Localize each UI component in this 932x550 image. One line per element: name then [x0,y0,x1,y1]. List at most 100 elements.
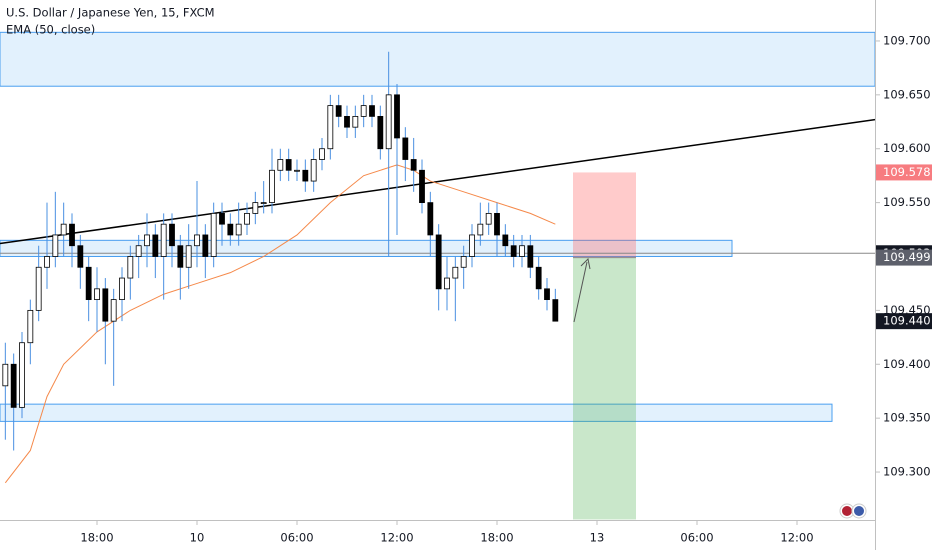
y-tick-label: 109.400 [883,357,931,371]
candle-body [544,288,550,301]
candle-body [444,277,450,290]
candle-body [352,115,359,128]
zone [0,403,833,422]
candle-body [44,256,50,268]
y-tick-label: 109.650 [883,87,931,101]
trendline [0,118,875,245]
price-label: 109.499 [883,250,931,264]
candle-body [94,288,100,301]
candle-body [419,169,425,204]
candle-body [269,169,275,204]
x-tick-label: 18:00 [480,531,513,545]
candle-body [252,202,259,214]
candle-body [210,212,217,257]
candle-body [410,159,417,171]
candle-body [377,115,384,150]
candle-body [477,223,484,236]
candle-body [85,266,92,301]
y-tick-label: 109.300 [883,465,931,479]
candle-body [35,266,42,311]
candle-body [10,363,17,408]
candle-body [60,223,67,236]
ema-line [4,164,556,484]
x-tick-label: 12:00 [780,531,813,545]
x-tick-label: 10 [190,531,205,545]
candle-body [527,245,534,268]
price-label-bg [876,249,932,266]
candle-body [285,159,292,171]
candle-body [335,105,342,117]
price-label: 109.578 [883,165,931,179]
candle-body [494,212,500,236]
candle-body [202,234,209,257]
x-tick-label: 06:00 [280,531,313,545]
candle-body [310,159,317,182]
candle-body [160,223,167,257]
x-tick-label: 06:00 [680,531,713,545]
plot-area [0,31,875,520]
candle-body [219,212,225,225]
candle-body [535,266,542,290]
price-label: 109.440 [883,314,931,328]
candle-body [360,105,367,117]
flags [839,503,867,519]
x-tick-label: 18:00 [80,531,113,545]
y-tick-label: 109.550 [883,195,931,209]
candle-body [510,245,517,257]
candle-body [460,256,467,268]
candle-body [294,169,300,172]
candle-body [327,105,334,150]
candle-body [52,234,59,257]
zone [0,31,875,87]
x-tick-label: 12:00 [380,531,413,545]
candle-body [260,202,267,205]
candle-body [185,245,192,268]
candle-body [502,234,509,247]
candle-body [394,94,400,139]
candle-body [519,245,525,257]
candle-body [194,234,200,247]
y-tick-label: 109.350 [883,411,931,425]
y-tick-label: 109.600 [883,141,931,155]
candle-body [227,223,234,236]
indicator-label: EMA (50, close) [6,23,95,37]
candle-body [177,245,184,268]
candle-body [344,115,350,128]
candle-body [402,137,409,160]
candle-body [127,256,134,279]
candle-body [435,234,442,290]
candle-body [69,223,75,247]
candle-body [452,266,459,279]
candle-body [469,234,475,257]
price-label-bg [876,164,932,181]
candle-body [2,363,9,387]
chart-title: U.S. Dollar / Japanese Yen, 15, FXCM [6,6,215,20]
candle-body [319,148,325,160]
candle-body [19,342,25,408]
candle-body [110,299,117,322]
candle-body [27,309,34,344]
stop-zone [573,172,636,258]
candle-body [302,169,309,182]
arrow [573,257,591,323]
candle-body [135,245,142,257]
target-zone [573,257,636,520]
x-tick-label: 13 [590,531,605,545]
y-tick-label: 109.700 [883,33,931,47]
candle-body [552,299,559,322]
candle-body [427,202,434,236]
candle-body [102,288,109,322]
candle-body [144,234,150,247]
candle-body [152,234,159,257]
candle-body [77,245,84,268]
candle-body [385,94,392,150]
candle-body [277,159,284,171]
candle-body [369,105,375,117]
candle-body [169,223,175,247]
candle-body [235,223,242,236]
candle-body [119,277,125,301]
candle-body [485,212,492,225]
candle-body [244,212,250,225]
